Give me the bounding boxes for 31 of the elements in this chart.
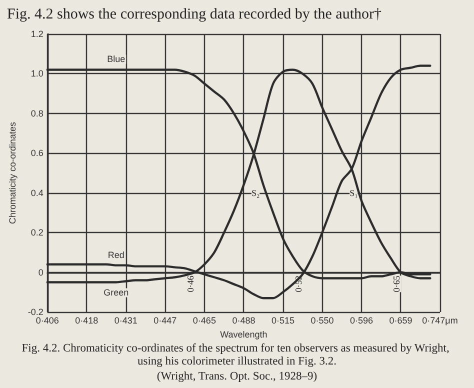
x-tick-label: 0·659 (389, 316, 412, 326)
x-tick-label: 0·596 (350, 316, 373, 326)
y-axis-title: Chromaticity co-ordinates (8, 121, 18, 224)
annotation: S₁ (350, 188, 358, 198)
x-tick-label: 0·431 (114, 316, 138, 326)
y-tick-label: 0.8 (30, 108, 44, 118)
x-tick-label: 0·465 (192, 316, 216, 326)
annotation: 0·46 (186, 275, 196, 292)
x-tick-label: 0·418 (75, 316, 98, 326)
caption: Fig. 4.2. Chromaticity co-ordinates of the spectrum for ten observers as measured by Wright, using his colorimeter illustrated in Fig. 3.2. (22, 342, 452, 368)
y-tick-label: -0.2 (28, 307, 44, 317)
x-axis-title: Wavelength (220, 330, 268, 340)
y-tick-label: 1.0 (30, 68, 44, 79)
y-tick-label: 0.6 (30, 148, 44, 158)
y-tick-label: 0 (38, 267, 44, 278)
series-label: Red (108, 250, 124, 260)
x-tick-label: 0·406 (36, 316, 59, 326)
annotation: S₂ (251, 188, 260, 198)
series-label: Blue (107, 54, 126, 64)
annotation: 0·65 (392, 275, 402, 292)
y-tick-label: 0.2 (30, 228, 44, 238)
series-label: Green (104, 288, 129, 298)
x-tick-label: 0·488 (232, 316, 256, 326)
x-tick-label: 0·747μm (422, 316, 458, 326)
chart-title: Fig. 4.2 shows the corresponding data recorded by the author† (7, 6, 382, 22)
x-tick-label: 0·447 (154, 316, 177, 326)
y-tick-label: 1.2 (30, 29, 44, 39)
x-tick-label: 0·515 (271, 316, 294, 326)
y-tick-label: 0.4 (30, 188, 44, 198)
text: (Wright, Trans. Opt. Soc., 1928–9) (156, 370, 318, 382)
x-tick-label: 0·550 (310, 316, 334, 326)
